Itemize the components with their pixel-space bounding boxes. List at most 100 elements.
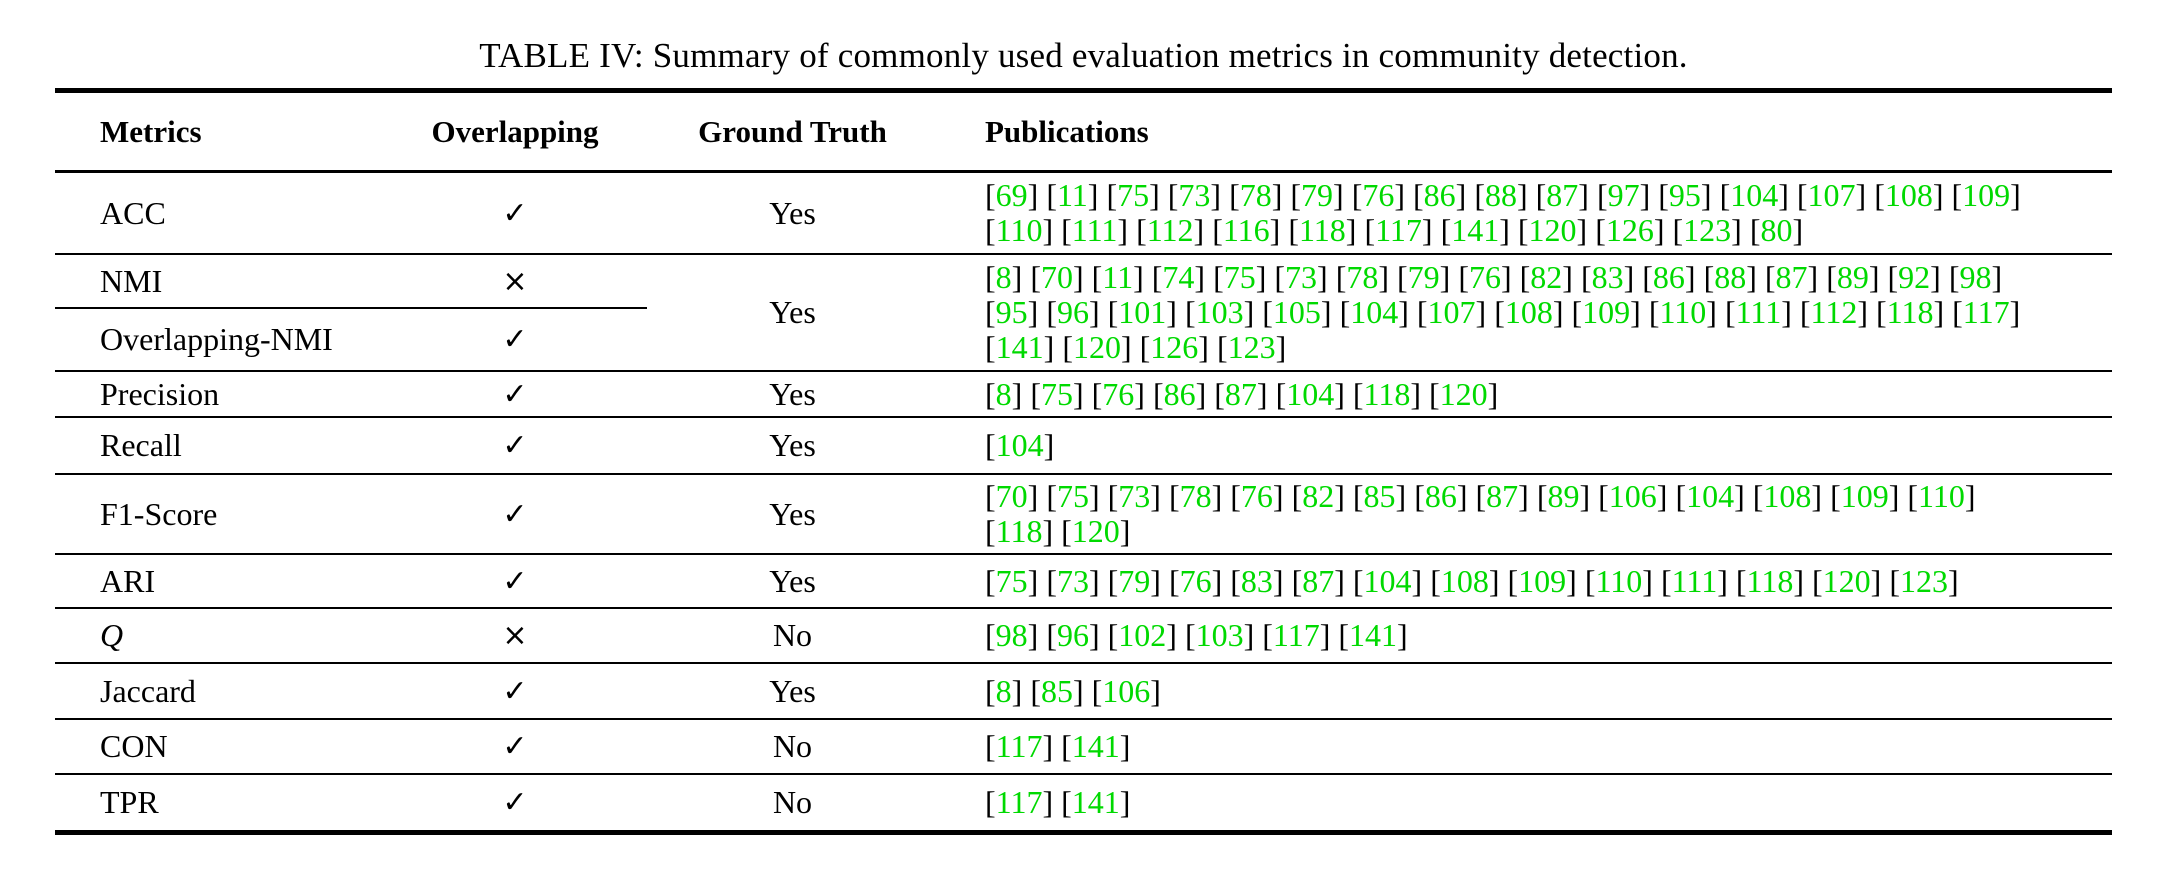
citation-link[interactable]: [73] <box>1167 177 1222 213</box>
citation-link[interactable]: [98] <box>985 617 1039 653</box>
citation-link[interactable]: [86] <box>1152 375 1207 412</box>
citation-link[interactable]: [75] <box>1213 259 1267 295</box>
citation-link[interactable]: [102] <box>1107 617 1177 653</box>
citation-link[interactable]: [141] <box>1061 728 1131 764</box>
citation-link[interactable]: [86] <box>1642 259 1696 295</box>
citation-link[interactable]: [117] <box>1364 212 1433 248</box>
citation-link[interactable]: [108] <box>1874 177 1944 213</box>
citation-link[interactable]: [73] <box>1274 259 1328 295</box>
citation-link[interactable]: [76] <box>1458 259 1512 295</box>
citation-link[interactable]: [11] <box>1091 259 1144 295</box>
citation-link[interactable]: [87] <box>1764 259 1819 295</box>
citation-link[interactable]: [86] <box>1413 177 1467 213</box>
citation-link[interactable]: [126] <box>1595 212 1665 248</box>
citation-link[interactable]: [104] <box>985 427 1055 463</box>
citation-link[interactable]: [96] <box>1046 617 1100 653</box>
citation-link[interactable]: [116] <box>1212 212 1281 248</box>
citation-link[interactable]: [141] <box>1440 212 1510 248</box>
citation-link[interactable]: [108] <box>1430 562 1500 599</box>
citation-link[interactable]: [89] <box>1536 478 1591 514</box>
citation-link[interactable]: [103] <box>1184 294 1255 330</box>
citation-link[interactable]: [78] <box>1168 478 1223 514</box>
citation-link[interactable]: [76] <box>1351 177 1405 213</box>
citation-link[interactable]: [76] <box>1168 562 1223 599</box>
citation-link[interactable]: [78] <box>1335 259 1389 295</box>
citation-link[interactable]: [120] <box>1061 513 1131 549</box>
citation-link[interactable]: [123] <box>1889 562 1959 599</box>
citation-link[interactable]: [109] <box>1830 478 1900 514</box>
citation-link[interactable]: [87] <box>1535 177 1589 213</box>
citation-link[interactable]: [87] <box>1475 478 1529 514</box>
citation-link[interactable]: [118] <box>985 513 1054 549</box>
citation-link[interactable]: [110] <box>1584 562 1653 599</box>
citation-link[interactable]: [123] <box>1672 212 1742 248</box>
citation-link[interactable]: [108] <box>1752 478 1823 514</box>
citation-link[interactable]: [111] <box>1660 562 1728 599</box>
citation-link[interactable]: [87] <box>1291 562 1345 599</box>
citation-link[interactable]: [97] <box>1596 177 1651 213</box>
citation-link[interactable]: [141] <box>985 329 1055 365</box>
citation-link[interactable]: [120] <box>1062 329 1132 365</box>
citation-link[interactable]: [117] <box>985 784 1054 820</box>
citation-link[interactable]: [111] <box>1061 212 1129 248</box>
citation-link[interactable]: [11] <box>1046 177 1099 213</box>
citation-link[interactable]: [76] <box>1091 375 1145 412</box>
citation-link[interactable]: [117] <box>1952 294 2021 330</box>
citation-link[interactable]: [118] <box>1288 212 1357 248</box>
citation-link[interactable]: [109] <box>1571 294 1641 330</box>
citation-link[interactable]: [95] <box>1658 177 1712 213</box>
citation-link[interactable]: [141] <box>1061 784 1131 820</box>
citation-link[interactable]: [112] <box>1799 294 1868 330</box>
citation-link[interactable]: [75] <box>1046 478 1100 514</box>
citation-link[interactable]: [79] <box>1290 177 1344 213</box>
citation-link[interactable]: [110] <box>1907 478 1976 514</box>
citation-link[interactable]: [108] <box>1494 294 1564 330</box>
citation-link[interactable]: [76] <box>1230 478 1284 514</box>
citation-link[interactable]: [8] <box>985 672 1023 709</box>
citation-link[interactable]: [106] <box>1091 672 1161 709</box>
citation-link[interactable]: [83] <box>1230 562 1284 599</box>
citation-link[interactable]: [107] <box>1416 294 1487 330</box>
citation-link[interactable]: [88] <box>1703 259 1757 295</box>
citation-link[interactable]: [109] <box>1951 177 2021 213</box>
citation-link[interactable]: [117] <box>1262 617 1331 653</box>
citation-link[interactable]: [86] <box>1414 478 1468 514</box>
citation-link[interactable]: [104] <box>1275 375 1345 412</box>
citation-link[interactable]: [110] <box>1648 294 1717 330</box>
citation-link[interactable]: [98] <box>1948 259 2003 295</box>
citation-link[interactable]: [8] <box>985 259 1023 295</box>
citation-link[interactable]: [123] <box>1216 329 1287 365</box>
citation-link[interactable]: [120] <box>1429 375 1499 412</box>
citation-link[interactable]: [126] <box>1139 329 1209 365</box>
citation-link[interactable]: [92] <box>1887 259 1941 295</box>
citation-link[interactable]: [82] <box>1519 259 1573 295</box>
citation-link[interactable]: [78] <box>1229 177 1283 213</box>
citation-link[interactable]: [117] <box>985 728 1054 764</box>
citation-link[interactable]: [75] <box>985 562 1039 599</box>
citation-link[interactable]: [70] <box>985 478 1039 514</box>
citation-link[interactable]: [112] <box>1136 212 1205 248</box>
citation-link[interactable]: [120] <box>1517 212 1588 248</box>
citation-link[interactable]: [85] <box>1030 672 1084 709</box>
citation-link[interactable]: [79] <box>1397 259 1451 295</box>
citation-link[interactable]: [105] <box>1262 294 1332 330</box>
citation-link[interactable]: [118] <box>1352 375 1421 412</box>
citation-link[interactable]: [104] <box>1675 478 1745 514</box>
citation-link[interactable]: [110] <box>985 212 1054 248</box>
citation-link[interactable]: [73] <box>1046 562 1100 599</box>
citation-link[interactable]: [70] <box>1030 259 1084 295</box>
citation-link[interactable]: [104] <box>1352 562 1423 599</box>
citation-link[interactable]: [75] <box>1106 177 1160 213</box>
citation-link[interactable]: [83] <box>1580 259 1635 295</box>
citation-link[interactable]: [69] <box>985 177 1039 213</box>
citation-link[interactable]: [75] <box>1030 375 1084 412</box>
citation-link[interactable]: [80] <box>1749 212 1804 248</box>
citation-link[interactable]: [85] <box>1352 478 1407 514</box>
citation-link[interactable]: [103] <box>1184 617 1255 653</box>
citation-link[interactable]: [118] <box>1735 562 1804 599</box>
citation-link[interactable]: [106] <box>1598 478 1668 514</box>
citation-link[interactable]: [141] <box>1338 617 1408 653</box>
citation-link[interactable]: [109] <box>1507 562 1577 599</box>
citation-link[interactable]: [111] <box>1724 294 1792 330</box>
citation-link[interactable]: [104] <box>1339 294 1409 330</box>
